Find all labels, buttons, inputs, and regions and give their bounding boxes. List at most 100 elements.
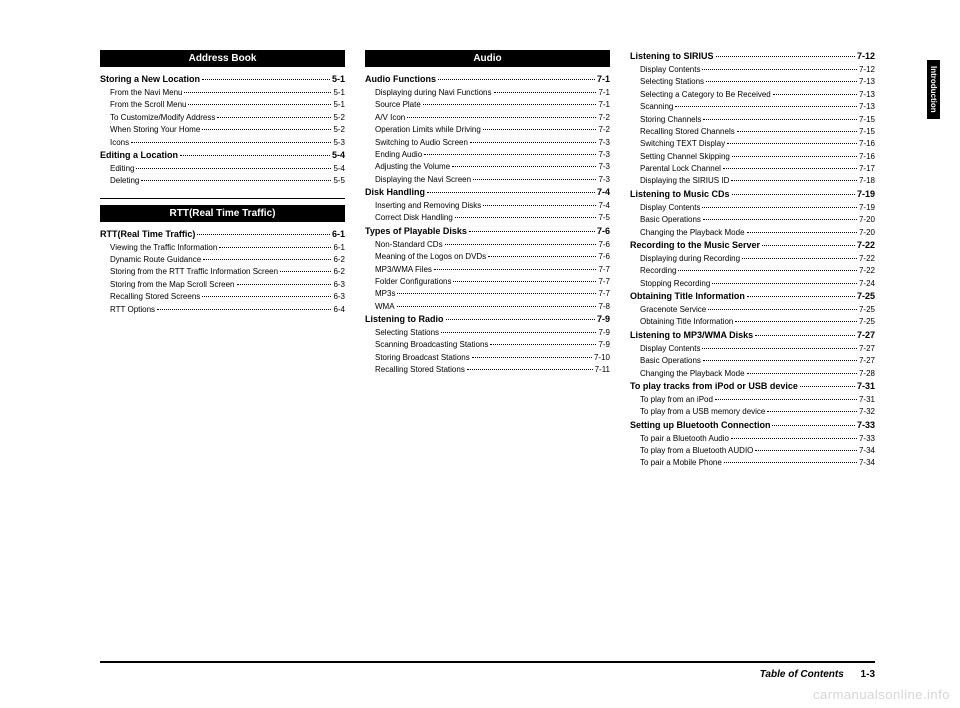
- entry-page: 7-25: [859, 304, 875, 316]
- toc-subentry: Selecting Stations7-13: [630, 76, 875, 88]
- toc-subentry: Non-Standard CDs7-6: [365, 239, 610, 251]
- entry-page: 7-8: [598, 301, 610, 313]
- entry-label: Listening to Music CDs: [630, 188, 730, 202]
- entry-label: Displaying the Navi Screen: [375, 174, 471, 186]
- toc-entry: Disk Handling7-4: [365, 186, 610, 200]
- entry-page: 7-6: [597, 225, 610, 239]
- entry-page: 7-22: [859, 265, 875, 277]
- entry-page: 7-33: [859, 433, 875, 445]
- toc-entry: RTT(Real Time Traffic)6-1: [100, 228, 345, 242]
- toc-subentry: Displaying the SIRIUS ID7-18: [630, 175, 875, 187]
- entry-page: 7-28: [859, 368, 875, 380]
- toc-subentry: Recalling Stored Stations7-11: [365, 364, 610, 376]
- toc-subentry: Correct Disk Handling7-5: [365, 212, 610, 224]
- entry-label: Stopping Recording: [640, 278, 710, 290]
- entry-label: RTT(Real Time Traffic): [100, 228, 195, 242]
- leader-dots: [703, 119, 857, 120]
- entry-page: 6-3: [333, 279, 345, 291]
- entry-page: 7-13: [859, 89, 875, 101]
- leader-dots: [197, 234, 330, 235]
- entry-page: 7-1: [597, 73, 610, 87]
- leader-dots: [703, 360, 857, 361]
- toc-subentry: Adjusting the Volume7-3: [365, 161, 610, 173]
- leader-dots: [203, 259, 331, 260]
- entry-label: Scanning: [640, 101, 673, 113]
- toc-column: AudioAudio Functions7-1Displaying during…: [365, 50, 610, 470]
- toc-subentry: Basic Operations7-27: [630, 355, 875, 367]
- leader-dots: [712, 283, 857, 284]
- toc-subentry: Display Contents7-27: [630, 343, 875, 355]
- leader-dots: [455, 217, 597, 218]
- entry-page: 7-9: [598, 327, 610, 339]
- entry-label: Ending Audio: [375, 149, 422, 161]
- entry-page: 7-34: [859, 457, 875, 469]
- entry-label: Display Contents: [640, 202, 700, 214]
- entry-page: 7-13: [859, 101, 875, 113]
- leader-dots: [188, 104, 331, 105]
- entry-label: RTT Options: [110, 304, 155, 316]
- entry-page: 7-3: [598, 149, 610, 161]
- entry-label: Displaying during Recording: [640, 253, 740, 265]
- toc-subentry: Storing Broadcast Stations7-10: [365, 352, 610, 364]
- entry-label: Display Contents: [640, 64, 700, 76]
- leader-dots: [202, 79, 330, 80]
- entry-page: 7-31: [859, 394, 875, 406]
- toc-subentry: Switching TEXT Display7-16: [630, 138, 875, 150]
- entry-label: Recording to the Music Server: [630, 239, 760, 253]
- entry-label: From the Navi Menu: [110, 87, 182, 99]
- entry-page: 6-1: [333, 242, 345, 254]
- entry-label: Displaying during Navi Functions: [375, 87, 492, 99]
- leader-dots: [453, 281, 596, 282]
- entry-page: 7-22: [857, 239, 875, 253]
- entry-page: 5-1: [333, 87, 345, 99]
- footer: Table of Contents 1-3: [100, 661, 875, 680]
- entry-page: 6-2: [333, 266, 345, 278]
- leader-dots: [767, 411, 857, 412]
- toc-subentry: To play from an iPod7-31: [630, 394, 875, 406]
- toc-subentry: To play from a USB memory device7-32: [630, 406, 875, 418]
- leader-dots: [397, 293, 596, 294]
- toc-subentry: Changing the Playback Mode 7-28: [630, 368, 875, 380]
- leader-dots: [706, 81, 857, 82]
- toc-entry: Setting up Bluetooth Connection7-33: [630, 419, 875, 433]
- entry-label: Adjusting the Volume: [375, 161, 450, 173]
- leader-dots: [469, 231, 595, 232]
- toc-entry: Obtaining Title Information7-25: [630, 290, 875, 304]
- footer-label: Table of Contents: [760, 669, 844, 680]
- entry-label: Deleting: [110, 175, 139, 187]
- toc-entry: Listening to MP3/WMA Disks7-27: [630, 329, 875, 343]
- entry-label: Setting Channel Skipping: [640, 151, 730, 163]
- leader-dots: [742, 258, 857, 259]
- entry-label: Source Plate: [375, 99, 421, 111]
- toc-subentry: Deleting5-5: [100, 175, 345, 187]
- toc-subentry: Switching to Audio Screen7-3: [365, 137, 610, 149]
- divider: [100, 198, 345, 199]
- entry-label: Meaning of the Logos on DVDs: [375, 251, 486, 263]
- leader-dots: [483, 205, 596, 206]
- leader-dots: [184, 92, 331, 93]
- leader-dots: [747, 232, 857, 233]
- toc-subentry: RTT Options6-4: [100, 304, 345, 316]
- leader-dots: [747, 296, 855, 297]
- toc-subentry: Recording7-22: [630, 265, 875, 277]
- entry-page: 7-17: [859, 163, 875, 175]
- entry-page: 7-12: [859, 64, 875, 76]
- entry-page: 5-4: [332, 149, 345, 163]
- entry-label: Storing from the Map Scroll Screen: [110, 279, 235, 291]
- entry-page: 7-27: [857, 329, 875, 343]
- entry-label: Changing the Playback Mode: [640, 368, 745, 380]
- leader-dots: [678, 270, 857, 271]
- entry-page: 7-22: [859, 253, 875, 265]
- entry-page: 7-7: [598, 276, 610, 288]
- leader-dots: [136, 168, 331, 169]
- entry-label: Selecting a Category to Be Received: [640, 89, 771, 101]
- toc-subentry: Displaying during Recording 7-22: [630, 253, 875, 265]
- toc-subentry: Basic Operations7-20: [630, 214, 875, 226]
- entry-label: To play from a USB memory device: [640, 406, 765, 418]
- entry-page: 5-4: [333, 163, 345, 175]
- toc-subentry: Displaying the Navi Screen7-3: [365, 174, 610, 186]
- toc-subentry: Parental Lock Channel7-17: [630, 163, 875, 175]
- entry-page: 7-15: [859, 126, 875, 138]
- entry-label: Disk Handling: [365, 186, 425, 200]
- entry-page: 7-7: [598, 288, 610, 300]
